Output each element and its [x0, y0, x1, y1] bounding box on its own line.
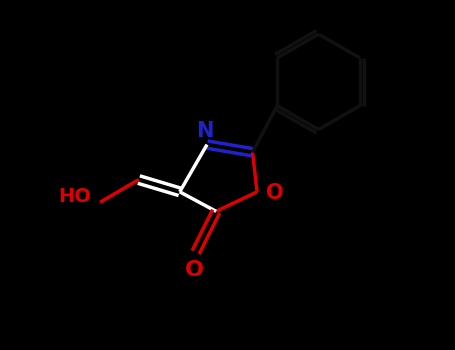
Text: N: N — [196, 121, 213, 141]
Text: O: O — [266, 183, 283, 203]
Text: O: O — [185, 260, 204, 280]
Text: HO: HO — [59, 187, 91, 206]
